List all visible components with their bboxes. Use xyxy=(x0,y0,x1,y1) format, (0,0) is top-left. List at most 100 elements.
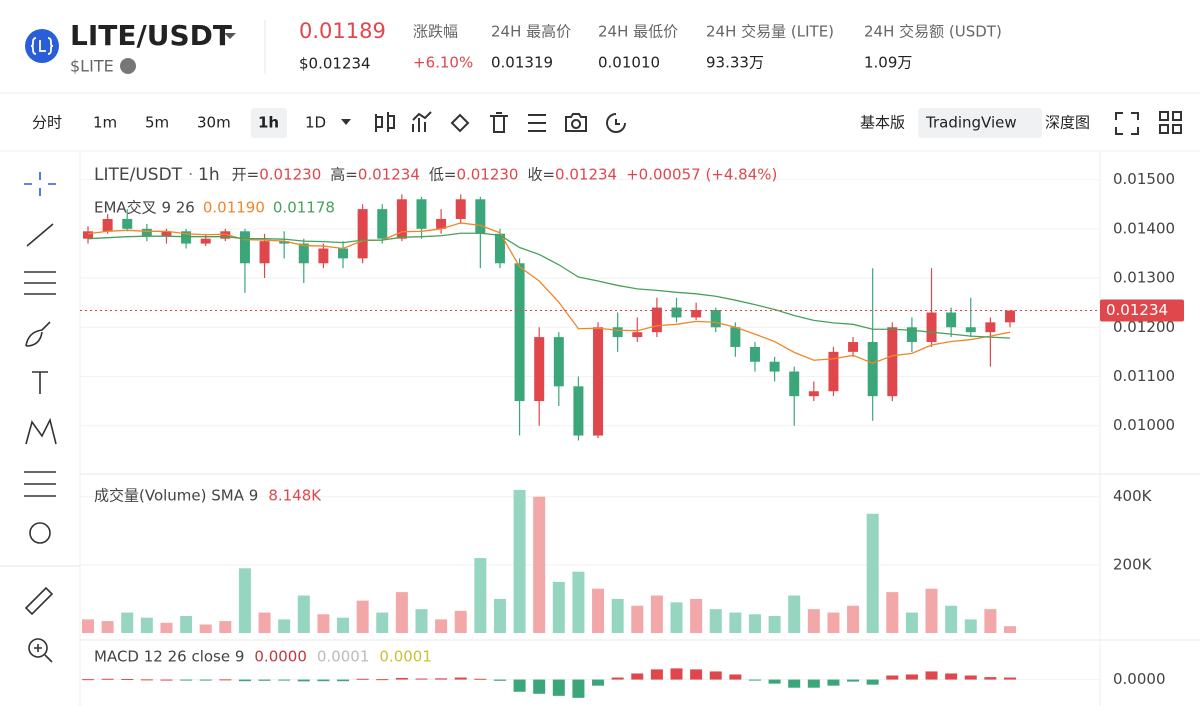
volume-bar xyxy=(768,615,781,633)
ema-legend-value: 0.01178 xyxy=(273,199,335,217)
volume-legend-value: 8.148K xyxy=(268,487,322,505)
template-icon[interactable] xyxy=(450,113,470,133)
zoom-tool[interactable] xyxy=(28,638,48,658)
macd-bar xyxy=(611,677,624,680)
ema-legend-name: EMA交叉 9 26 xyxy=(94,199,195,217)
pair-dropdown[interactable] xyxy=(224,33,236,39)
macd-bar xyxy=(219,679,232,681)
macd-bar xyxy=(337,679,350,682)
candle-body xyxy=(161,231,172,237)
candle-body xyxy=(671,307,682,318)
candle-body xyxy=(730,327,741,347)
legend-pair: LITE/USDT xyxy=(94,165,183,185)
volume-bar xyxy=(748,614,761,633)
stat-value: 93.33万 xyxy=(706,54,764,72)
volume-bar xyxy=(297,595,310,633)
macd-bar xyxy=(670,668,683,680)
macd-bar xyxy=(1004,677,1016,680)
price-usd: $0.01234 xyxy=(299,55,371,73)
volume-bar xyxy=(533,496,546,633)
candle-body xyxy=(632,332,643,338)
macd-bar xyxy=(493,679,506,681)
zoom-tool-plus[interactable] xyxy=(34,644,53,663)
candle-body xyxy=(220,231,231,239)
macd-bar xyxy=(160,679,173,681)
ohlc-label: 收= xyxy=(527,166,555,184)
text-tool[interactable] xyxy=(32,371,48,394)
snapshot-icon[interactable] xyxy=(565,113,587,132)
layout-icon[interactable] xyxy=(1159,111,1182,134)
volume-bar xyxy=(180,615,193,633)
volume-bar xyxy=(847,605,860,633)
interval-button[interactable]: 1h xyxy=(258,114,279,132)
macd-bar xyxy=(984,677,997,680)
macd-bar xyxy=(925,671,938,680)
legend-sep: · xyxy=(188,165,193,185)
macd-bar xyxy=(121,678,134,680)
delete-icon[interactable] xyxy=(490,112,508,133)
candle-body xyxy=(396,199,407,239)
interval-button[interactable]: 1D xyxy=(305,114,326,132)
volume-bar xyxy=(140,617,153,633)
volume-bar xyxy=(572,571,585,633)
macd-bar xyxy=(552,679,565,696)
candle-body xyxy=(239,231,250,264)
candle-body xyxy=(789,371,800,397)
pattern-tool[interactable] xyxy=(25,417,57,445)
view-button[interactable]: 深度图 xyxy=(1045,114,1090,132)
settings-icon[interactable] xyxy=(528,114,546,132)
y-tick-label: 0.0000 xyxy=(1113,670,1166,688)
y-tick-label: 0.01400 xyxy=(1113,219,1175,237)
volume-bar xyxy=(415,609,428,633)
view-button[interactable]: TradingView xyxy=(925,114,1017,132)
volume-bar xyxy=(513,489,526,633)
interval-button[interactable]: 1m xyxy=(93,114,117,132)
interval-dropdown[interactable] xyxy=(341,119,351,125)
last-price-label: 0.01234 xyxy=(1106,301,1168,319)
legend-bg xyxy=(88,646,448,668)
interval-button[interactable]: 5m xyxy=(145,114,169,132)
stat-value: 0.01319 xyxy=(491,54,553,72)
replay-icon[interactable] xyxy=(606,113,626,133)
y-tick-label: 400K xyxy=(1113,487,1153,505)
header-bg xyxy=(0,0,1200,92)
macd-bar xyxy=(317,679,330,682)
active-interval-bg xyxy=(251,108,287,138)
volume-bar xyxy=(729,612,742,633)
fib-tool[interactable] xyxy=(24,271,56,295)
info-icon[interactable] xyxy=(120,58,136,74)
macd-bar xyxy=(572,679,585,698)
volume-bar xyxy=(709,609,722,633)
macd-bar xyxy=(101,678,114,680)
y-tick-label: 0.01300 xyxy=(1113,269,1175,287)
candle-body xyxy=(200,238,211,244)
prediction-tool[interactable] xyxy=(24,471,56,497)
indicator-icon[interactable] xyxy=(412,111,432,132)
candle-body xyxy=(573,386,584,436)
candle-body xyxy=(749,346,760,362)
ohlc-value: 0.01230 xyxy=(259,166,321,184)
candle-icon[interactable] xyxy=(375,112,395,132)
macd-bar xyxy=(513,679,526,692)
candle-body xyxy=(612,327,623,338)
toolbar-icons xyxy=(375,111,1182,135)
crosshair-tool[interactable] xyxy=(24,172,56,196)
view-button[interactable]: 基本版 xyxy=(860,114,905,132)
interval-button[interactable]: 分时 xyxy=(32,114,62,132)
legend-interval: 1h xyxy=(198,165,220,185)
candle-body xyxy=(141,228,152,237)
candle-body xyxy=(102,218,113,232)
y-tick-label: 0.01500 xyxy=(1113,170,1175,188)
ruler-tool[interactable] xyxy=(24,586,54,616)
interval-button[interactable]: 30m xyxy=(197,114,231,132)
brush-tool[interactable] xyxy=(25,321,51,347)
fullscreen-icon[interactable] xyxy=(1115,112,1139,135)
candle-body xyxy=(475,199,486,234)
line-tool[interactable] xyxy=(26,223,54,247)
ohlc-label: 高= xyxy=(330,166,358,184)
stat-label: 24H 最低价 xyxy=(598,23,678,41)
candle-body xyxy=(867,342,878,397)
emoji-tool[interactable] xyxy=(29,522,51,544)
candle-body xyxy=(534,337,545,402)
